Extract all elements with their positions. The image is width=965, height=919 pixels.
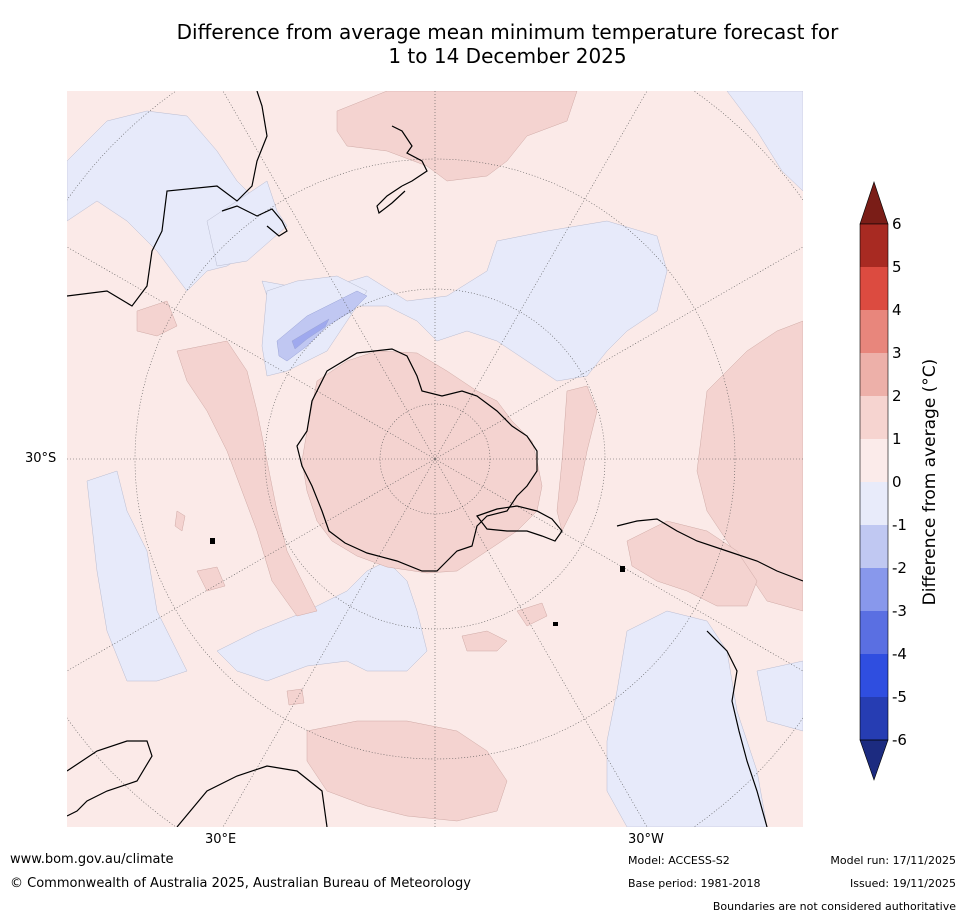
footer-disclaimer: Boundaries are not considered authoritat… <box>712 900 956 913</box>
footer-model: Model: ACCESS-S2 <box>628 854 730 867</box>
colorbar-tick-label: -2 <box>892 559 907 577</box>
colorbar-over-arrow <box>859 181 889 225</box>
coast-new-zealand-north <box>391 125 428 187</box>
coast-new-zealand-south <box>376 185 406 215</box>
colorbar-segment <box>860 353 888 396</box>
colorbar-tick-label: -6 <box>892 731 907 749</box>
colorbar-segment <box>860 396 888 439</box>
lon-label-30w: 30°W <box>628 832 664 847</box>
colorbar-tick-label: 0 <box>892 473 902 491</box>
colorbar-tick-label: -1 <box>892 516 907 534</box>
colorbar-segment <box>860 310 888 353</box>
colorbar-segment <box>860 568 888 611</box>
cool-region-southeast <box>606 610 768 827</box>
coast-africa <box>67 740 153 817</box>
latitude-circle-30s <box>134 158 736 760</box>
coast-africa-2 <box>176 765 328 827</box>
colorbar-tick-label: 5 <box>892 258 902 276</box>
colorbar-tick-label: -5 <box>892 688 907 706</box>
warm-region-small-5 <box>174 510 186 532</box>
colorbar-segment <box>860 439 888 482</box>
coast-australia <box>67 91 268 307</box>
warm-region-small-4 <box>196 566 226 592</box>
colorbar-svg: 6 5 4 3 2 1 0 -1 -2 -3 -4 -5 -6 <box>859 181 907 781</box>
colorbar-segment <box>860 611 888 654</box>
colorbar-segment <box>860 267 888 310</box>
colorbar-segment <box>860 482 888 525</box>
island-3 <box>553 622 558 626</box>
footer-model-run: Model run: 17/11/2025 <box>830 854 956 867</box>
warm-region-east-ocean <box>696 320 803 612</box>
warm-region-south <box>306 720 508 822</box>
colorbar-tick-label: 6 <box>892 215 902 233</box>
footer-website[interactable]: www.bom.gov.au/climate <box>10 852 174 867</box>
colorbar-tick-label: -4 <box>892 645 907 663</box>
colorbar-segment <box>860 525 888 568</box>
colorbar-tick-label: 3 <box>892 344 902 362</box>
map-title-line-2: 1 to 14 December 2025 <box>388 44 627 68</box>
colorbar-under-arrow <box>859 739 889 781</box>
coast-antarctica <box>296 348 538 572</box>
warm-region-small-3 <box>516 602 548 627</box>
cool-region-northeast-corner <box>726 91 803 192</box>
colorbar-tick-label: 1 <box>892 430 902 448</box>
cool-band-core <box>291 318 330 350</box>
colorbar-segment <box>860 224 888 267</box>
warm-region-small-6 <box>286 688 305 706</box>
lat-label-30s: 30°S <box>25 451 57 466</box>
colorbar-tick-label: 2 <box>892 387 902 405</box>
map-title-line-1: Difference from average mean minimum tem… <box>176 20 839 44</box>
coast-south-america-2 <box>706 630 768 827</box>
colorbar-tick-label: -3 <box>892 602 907 620</box>
footer-issued: Issued: 19/11/2025 <box>849 877 956 890</box>
lon-label-30e: 30°E <box>205 832 237 847</box>
colorbar-segment <box>860 654 888 697</box>
warm-region-west-plume <box>176 340 318 617</box>
warm-region-south-atlantic <box>556 385 598 532</box>
warm-anomaly-regions <box>136 91 803 822</box>
warm-region-small-1 <box>136 300 178 337</box>
coast-antarctic-peninsula <box>476 505 563 542</box>
graticule <box>67 91 803 827</box>
footer-copyright: © Commonwealth of Australia 2025, Austra… <box>10 876 471 891</box>
strong-cool-band <box>276 290 368 362</box>
warm-region-south-america <box>626 520 758 607</box>
island-2 <box>620 566 625 572</box>
polar-map <box>67 91 803 827</box>
colorbar: 6 5 4 3 2 1 0 -1 -2 -3 -4 -5 -6 <box>858 180 923 788</box>
coast-australia-south <box>221 205 288 237</box>
warm-region-small-2 <box>461 630 508 652</box>
cool-region-east-patch <box>756 660 803 732</box>
map-title: Difference from average mean minimum tem… <box>0 20 965 68</box>
coast-south-america <box>616 518 803 582</box>
warm-region-pacific-north <box>336 91 578 182</box>
colorbar-tick-label: 4 <box>892 301 902 319</box>
small-islands <box>210 538 625 626</box>
colorbar-segment <box>860 697 888 740</box>
cool-region-south-central <box>216 560 428 682</box>
colorbar-label: Difference from average (°C) <box>920 358 940 606</box>
cool-region-southwest <box>86 470 188 682</box>
coastlines <box>67 91 803 827</box>
cool-region-east-of-australia <box>206 180 288 267</box>
island-1 <box>210 538 215 544</box>
footer-base-period: Base period: 1981-2018 <box>628 877 761 890</box>
warm-region-antarctica <box>301 350 543 574</box>
colorbar-frame <box>859 223 889 741</box>
map-canvas <box>67 91 803 827</box>
